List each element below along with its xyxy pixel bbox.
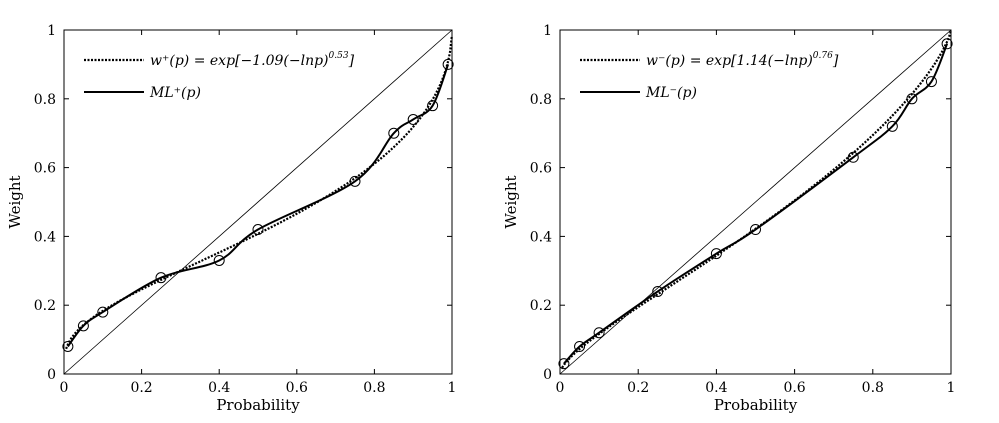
data-point-marker bbox=[97, 306, 109, 318]
y-tick-label: 0.4 bbox=[34, 229, 56, 245]
axes-box bbox=[63, 29, 453, 375]
x-tick-label: 1 bbox=[448, 380, 457, 396]
x-tick-label: 0.2 bbox=[130, 380, 152, 396]
data-point-marker bbox=[407, 113, 419, 125]
x-tick-label: 0.6 bbox=[783, 380, 805, 396]
data-point-marker bbox=[388, 127, 400, 139]
data-point-marker bbox=[77, 320, 89, 332]
x-tick-label: 0.4 bbox=[208, 380, 230, 396]
series-parametric-curve bbox=[65, 36, 453, 350]
data-point-marker bbox=[558, 358, 570, 370]
data-point-marker bbox=[941, 38, 953, 50]
data-point-marker bbox=[62, 340, 74, 352]
data-point-marker bbox=[213, 254, 225, 266]
legend-label-ml: ML⁻(p) bbox=[645, 85, 697, 101]
data-point-marker bbox=[574, 340, 586, 352]
y-tick-label: 1 bbox=[543, 23, 552, 39]
y-tick-label: 0.4 bbox=[530, 229, 552, 245]
data-point-marker bbox=[442, 58, 454, 70]
x-tick-label: 0.8 bbox=[862, 380, 884, 396]
axes-box bbox=[559, 29, 952, 375]
data-point-marker bbox=[349, 175, 361, 187]
legend-label-exponent: 0.76 bbox=[813, 51, 833, 61]
y-axis-label: Weight bbox=[502, 175, 520, 228]
y-tick-label: 0.8 bbox=[530, 92, 552, 108]
x-tick-label: 0 bbox=[60, 380, 69, 396]
data-point-marker bbox=[710, 248, 722, 260]
legend-label-parametric: w⁺(p) = exp[−1.09(−lnp)0.53] bbox=[150, 51, 355, 69]
legend-label-parametric: w⁻(p) = exp[1.14(−lnp)0.76] bbox=[646, 51, 839, 69]
legend-label-exponent: 0.53 bbox=[329, 51, 349, 61]
y-tick-label: 0 bbox=[543, 367, 552, 383]
x-tick-label: 1 bbox=[947, 380, 956, 396]
y-axis-label: Weight bbox=[6, 175, 24, 228]
diagonal-line bbox=[559, 29, 952, 375]
diagonal-line bbox=[63, 29, 453, 375]
x-tick-label: 0.4 bbox=[705, 380, 727, 396]
y-tick-label: 0.2 bbox=[530, 298, 552, 314]
data-point-marker bbox=[750, 224, 761, 236]
data-point-marker bbox=[427, 100, 439, 112]
legend-label-main: w⁻(p) = exp[1.14(−lnp) bbox=[646, 53, 813, 69]
legend-label-end: ] bbox=[832, 53, 839, 69]
x-tick-label: 0 bbox=[556, 380, 565, 396]
x-tick-label: 0.2 bbox=[627, 380, 649, 396]
x-tick-label: 0.6 bbox=[286, 380, 308, 396]
y-tick-label: 0.6 bbox=[34, 161, 56, 177]
y-tick-label: 1 bbox=[47, 23, 56, 39]
y-tick-label: 0.8 bbox=[34, 92, 56, 108]
plot-2: 0 0.2 0.4 0.6 0.8 1 0 0.2 0.4 0.6 0.8 1 Probability W… bbox=[502, 23, 955, 414]
x-axis-label: Probability bbox=[216, 396, 300, 414]
data-point-marker bbox=[155, 272, 167, 284]
data-point-marker bbox=[906, 93, 918, 105]
legend-label-ml: ML⁺(p) bbox=[149, 85, 201, 101]
x-axis-label: Probability bbox=[714, 396, 798, 414]
data-point-marker bbox=[252, 224, 264, 236]
data-point-marker bbox=[847, 151, 859, 163]
y-tick-label: 0 bbox=[47, 367, 56, 383]
x-tick-label: 0.8 bbox=[363, 380, 385, 396]
data-point-marker bbox=[652, 285, 664, 297]
y-tick-label: 0.2 bbox=[34, 298, 56, 314]
legend-label-main: w⁺(p) = exp[−1.09(−lnp) bbox=[150, 53, 329, 69]
y-tick-label: 0.6 bbox=[530, 161, 552, 177]
plot-1: 0 0.2 0.4 0.6 0.8 1 0 0.2 0.4 0.6 0.8 1 Probability W… bbox=[6, 23, 456, 414]
data-point-marker bbox=[886, 120, 898, 132]
data-point-marker bbox=[593, 327, 605, 339]
series-ml-curve bbox=[67, 64, 450, 348]
legend-label-end: ] bbox=[348, 53, 355, 69]
data-point-marker bbox=[925, 76, 937, 88]
series-parametric-curve bbox=[561, 30, 952, 369]
